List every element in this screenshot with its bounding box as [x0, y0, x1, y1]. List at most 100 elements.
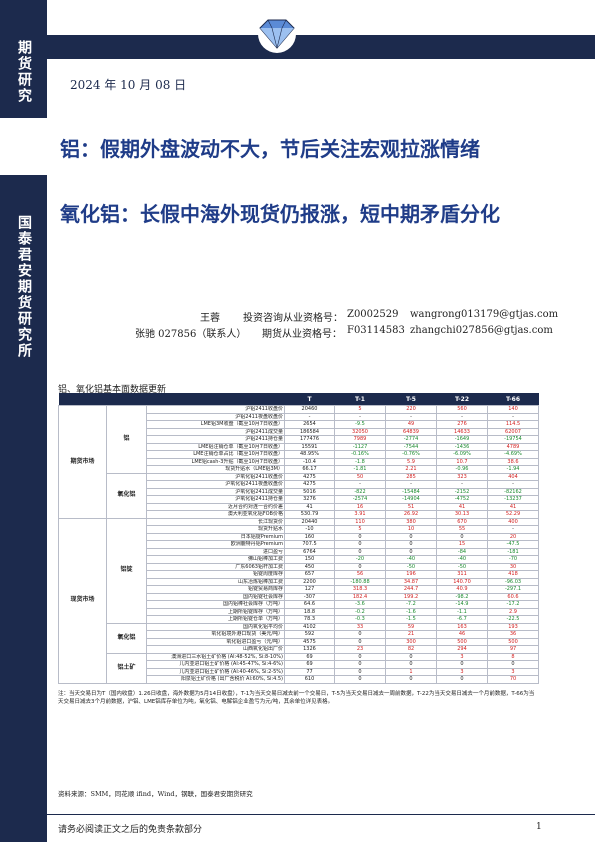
value-cell: 64.6 — [284, 600, 335, 609]
value-cell: 62007 — [487, 427, 539, 436]
value-cell: 199.2 — [385, 592, 437, 601]
value-cell: -180.88 — [334, 577, 386, 586]
value-cell: 0 — [385, 675, 437, 684]
value-cell: -1127 — [334, 442, 386, 451]
table-row: 阳泉铝土矿价格 (出厂含税价 Al:60%, Si:4.5) 610 0 0 0 70 — [59, 675, 539, 684]
value-cell: 36 — [487, 630, 539, 639]
group-cell: 现货市场 — [58, 517, 107, 684]
indicator-cell: 国内铝棒社会库存（万吨） — [146, 600, 285, 609]
subgroup-cell: 氧化铝 — [106, 622, 147, 654]
value-cell: 294 — [436, 645, 488, 654]
subgroup-cell: 铝锭 — [106, 517, 147, 624]
table-row: 沪铝2411持仓量 177476 7989 -2774 -1649 -19754 — [59, 435, 539, 444]
value-cell: 56 — [334, 570, 386, 579]
group-cell: 期货市场 — [58, 405, 107, 519]
indicator-cell: 上期所铝锭仓单（万吨） — [146, 615, 285, 624]
indicator-cell: 澳洲进口三水铝土矿价格 (Al:48-52%, Si:8-10%) — [146, 652, 285, 661]
table-row: 佛山铝棒加工费 150 -20 -40 -40 -70 — [59, 555, 539, 564]
value-cell: 8 — [487, 652, 539, 661]
value-cell: -50 — [385, 562, 437, 571]
value-cell: 450 — [284, 562, 335, 571]
value-cell: -9.5 — [334, 420, 386, 429]
value-cell: 530.79 — [284, 510, 335, 519]
table-row: 沪氧化铝2411夜盘收盘价 4275- - - - — [59, 480, 539, 489]
value-cell: -0.3 — [334, 615, 386, 624]
table-row: LME注销仓单占比（截至10月7日收盘） 48.95% -0.16% -0.76% -6… — [59, 450, 539, 459]
value-cell: -6.7 — [436, 615, 488, 624]
value-cell: -1.5 — [385, 615, 437, 624]
author-email[interactable]: zhangchi027856@gtjas.com — [410, 325, 553, 336]
indicator-cell: 国内铝锭社会库存 — [146, 592, 285, 601]
value-cell: 404 — [487, 472, 539, 481]
value-cell: 500 — [436, 637, 488, 646]
value-cell: 78.3 — [284, 615, 335, 624]
value-cell: 160 — [284, 532, 335, 541]
indicator-cell: 广东6063铝杆加工费 — [146, 562, 285, 571]
author-email[interactable]: wangrong013179@gtjas.com — [410, 309, 559, 320]
value-cell: 323 — [436, 472, 488, 481]
value-cell: -19754 — [487, 435, 539, 444]
header-band — [47, 35, 595, 59]
table-row: 现货升贴水 -10 5 10 55- — [59, 525, 539, 534]
value-cell: 150 — [284, 555, 335, 564]
value-cell: -0.96 — [436, 465, 488, 474]
footer-disclaimer: 请务必阅读正文之后的免责条款部分 — [58, 825, 203, 835]
value-cell: -14.9 — [436, 600, 488, 609]
value-cell: 55 — [436, 525, 488, 534]
indicator-cell: 沪氧化铝2411成交量 — [146, 487, 285, 496]
value-cell: - — [334, 412, 386, 421]
value-cell: 5 — [334, 525, 386, 534]
value-cell: 657 — [284, 570, 335, 579]
value-cell: -1649 — [436, 435, 488, 444]
indicator-cell: 澳大利亚氧化铝FOB价格 — [146, 510, 285, 519]
value-cell: -15484 — [385, 487, 437, 496]
value-cell: 300 — [385, 637, 437, 646]
value-cell: -0.76% — [385, 450, 437, 459]
indicator-cell: LME铝注销仓单（截至10月7日收盘） — [146, 442, 285, 451]
column-header — [58, 393, 107, 406]
value-cell: 0 — [334, 637, 386, 646]
value-cell: 318.3 — [334, 585, 386, 594]
value-cell: -1.6 — [385, 607, 437, 616]
value-cell: 6764 — [284, 547, 335, 556]
value-cell: 0 — [385, 660, 437, 669]
value-cell: 41 — [436, 502, 488, 511]
report-title-alumina: 氧化铝：长假中海外现货仍报涨，短中期矛盾分化 — [60, 202, 500, 226]
value-cell: 20440 — [284, 517, 335, 526]
value-cell: 177476 — [284, 435, 335, 444]
table-row: 铝土矿 澳洲进口三水铝土矿价格 (Al:48-52%, Si:8-10%) 69 0 0… — [59, 652, 539, 684]
value-cell: 1326 — [284, 645, 335, 654]
value-cell: 20460 — [284, 405, 335, 414]
report-date: 2024 年 10 月 08 日 — [70, 78, 187, 92]
indicator-cell: 上期所铝锭库存（万吨） — [146, 607, 285, 616]
value-cell: 0 — [487, 660, 539, 669]
value-cell: 196 — [385, 570, 437, 579]
value-cell: 97 — [487, 645, 539, 654]
value-cell: -7.2 — [385, 600, 437, 609]
value-cell: 2654 — [284, 420, 335, 429]
value-cell: -7544 — [385, 442, 437, 451]
subgroup-cell: 氧化铝 — [106, 472, 147, 519]
column-header — [106, 393, 147, 406]
value-cell: 26.92 — [385, 510, 437, 519]
value-cell: 69 — [284, 660, 335, 669]
sidebar-label-research: 期货研究 — [16, 40, 32, 104]
value-cell: 0 — [334, 660, 386, 669]
value-cell: 4575 — [284, 637, 335, 646]
value-cell: - — [487, 412, 539, 421]
value-cell: 40.9 — [436, 585, 488, 594]
table-row: 氧化铝境外港口现货（美元/吨） 592 0 21 46 36 — [59, 630, 539, 639]
column-header: T — [284, 393, 335, 406]
value-cell: 50 — [334, 472, 386, 481]
value-cell: 610 — [284, 675, 335, 684]
value-cell: 66.17 — [284, 465, 335, 474]
value-cell: 77 — [284, 667, 335, 676]
value-cell: 3 — [436, 667, 488, 676]
value-cell: 163 — [436, 622, 488, 631]
indicator-cell: LME铝cash-3升贴（截至10月7日收盘） — [146, 457, 285, 466]
value-cell: 69 — [284, 652, 335, 661]
value-cell: 33 — [334, 622, 386, 631]
indicator-cell: 进口盈亏 — [146, 547, 285, 556]
value-cell: 0 — [385, 547, 437, 556]
indicator-cell: 山东冶炼铝棒加工费 — [146, 577, 285, 586]
